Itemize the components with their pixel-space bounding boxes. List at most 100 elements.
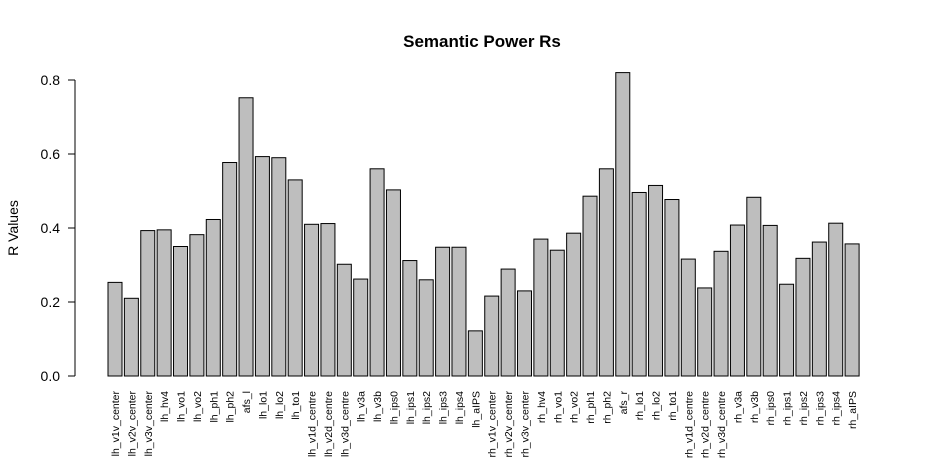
- x-tick-label: rh_v3a: [732, 391, 744, 423]
- x-tick-label: lh_lo1: [257, 391, 269, 419]
- bar: [795, 257, 811, 377]
- x-tick-label: rh_ph1: [585, 391, 597, 424]
- x-tick-label: rh_v3d_centre: [716, 391, 728, 458]
- bar: [844, 243, 860, 377]
- x-tick-label: rh_aIPS: [847, 391, 859, 429]
- bar: [254, 156, 270, 377]
- x-tick-label: lh_v3b: [372, 391, 384, 422]
- bars: [107, 72, 860, 377]
- bar: [762, 224, 778, 377]
- bar: [566, 232, 582, 377]
- x-tick-label: afs_r: [618, 390, 630, 414]
- y-tick-label: 0.0: [41, 368, 61, 384]
- bar: [271, 157, 287, 377]
- x-tick-label: lh_ips1: [405, 391, 417, 424]
- x-tick-label: lh_vo2: [192, 391, 204, 422]
- bar: [746, 196, 762, 377]
- x-tick-label: lh_hv4: [159, 391, 171, 422]
- bar: [222, 162, 238, 377]
- bar: [189, 234, 205, 377]
- x-tick-label: rh_hv4: [536, 391, 548, 423]
- x-tick-label: rh_ph2: [601, 391, 613, 424]
- x-tick-label: lh_ips2: [421, 391, 433, 424]
- chart-title: Semantic Power Rs: [403, 32, 561, 51]
- bar: [140, 230, 156, 377]
- x-tick-label: rh_ips4: [831, 391, 843, 426]
- bar: [631, 191, 647, 377]
- bar: [402, 260, 418, 377]
- bar: [451, 246, 467, 377]
- x-tick-label: lh_to1: [290, 391, 302, 420]
- x-tick-label: lh_ips3: [438, 391, 450, 424]
- bar: [336, 263, 352, 377]
- x-tick-label: rh_ips3: [814, 391, 826, 426]
- y-axis-label: R Values: [5, 200, 21, 256]
- x-tick-label: rh_ips1: [782, 391, 794, 426]
- x-tick-label: rh_ips2: [798, 391, 810, 426]
- x-tick-label: lh_v1d_centre: [307, 391, 319, 457]
- x-tick-label: rh_vo2: [569, 391, 581, 423]
- x-tick-label: rh_v2d_centre: [700, 391, 712, 458]
- x-tick-label: lh_vo1: [176, 391, 188, 422]
- bar: [533, 238, 549, 377]
- x-tick-label: rh_to1: [667, 391, 679, 421]
- x-tick-label: lh_ph2: [225, 391, 237, 423]
- bar: [287, 179, 303, 377]
- bar: [648, 184, 664, 377]
- bar: [107, 281, 123, 377]
- x-tick-label: lh_lo2: [274, 391, 286, 419]
- bar: [697, 287, 713, 377]
- bar: [615, 72, 631, 377]
- x-tick-label: lh_v3d_centre: [339, 391, 351, 457]
- x-tick-label: lh_aIPS: [470, 391, 482, 428]
- bar: [369, 168, 385, 377]
- bar: [205, 218, 221, 377]
- bar: [729, 224, 745, 377]
- bar: [811, 241, 827, 377]
- bar: [828, 222, 844, 377]
- x-tick-label: lh_v3a: [356, 391, 368, 422]
- bar: [582, 195, 598, 377]
- bar: [238, 97, 254, 377]
- y-tick-label: 0.6: [41, 146, 61, 162]
- y-tick-label: 0.4: [41, 220, 61, 236]
- y-axis: 0.0 0.2 0.4 0.6 0.8: [41, 72, 76, 384]
- x-tick-label: lh_ips4: [454, 391, 466, 424]
- bar: [664, 199, 680, 377]
- bar: [484, 295, 500, 377]
- bar: [353, 278, 369, 377]
- bar: [549, 249, 565, 377]
- bar: [500, 268, 516, 377]
- x-tick-label: afs_l: [241, 391, 253, 413]
- x-tick-label: lh_v3v_center: [143, 390, 155, 456]
- bar: [385, 189, 401, 377]
- x-tick-label: lh_v2v_center: [126, 390, 138, 456]
- x-tick-label: lh_v1v_center: [110, 390, 122, 456]
- bar: [467, 330, 483, 377]
- x-tick-label: rh_v2v_center: [503, 391, 515, 458]
- x-tick-label: lh_v2d_centre: [323, 391, 335, 457]
- bar: [779, 283, 795, 377]
- bar: [418, 279, 434, 377]
- bar: [123, 297, 139, 377]
- x-tick-label: rh_ips0: [765, 391, 777, 426]
- x-tick-label: lh_ips0: [388, 391, 400, 424]
- bar: [173, 246, 189, 377]
- bar: [304, 223, 320, 377]
- bar: [680, 258, 696, 377]
- x-axis-tick-labels: lh_v1v_center lh_v2v_center lh_v3v_center l…: [110, 390, 859, 458]
- x-tick-label: rh_vo1: [552, 391, 564, 423]
- x-tick-label: rh_v1d_centre: [683, 391, 695, 458]
- x-tick-label: rh_lo1: [634, 391, 646, 420]
- bar: [156, 229, 172, 377]
- x-tick-label: rh_v3v_center: [520, 391, 532, 458]
- x-tick-label: rh_lo2: [651, 391, 663, 420]
- x-tick-label: rh_v3b: [749, 391, 761, 423]
- x-tick-label: rh_v1v_center: [487, 391, 499, 458]
- bar: [598, 168, 614, 377]
- bar: [435, 246, 451, 377]
- y-tick-label: 0.2: [41, 294, 61, 310]
- x-tick-label: lh_ph1: [208, 391, 220, 423]
- y-tick-label: 0.8: [41, 72, 61, 88]
